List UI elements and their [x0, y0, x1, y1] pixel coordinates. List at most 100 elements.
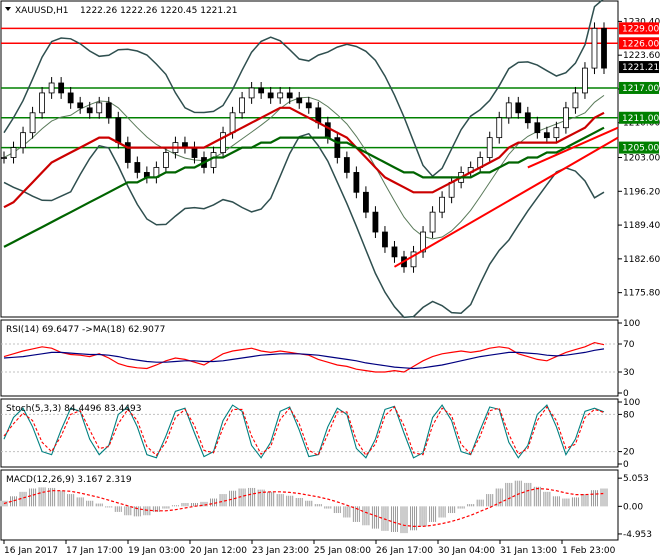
sub-tick-label: 0 — [623, 460, 629, 470]
level-tag-1226.00 — [619, 37, 659, 50]
x-tick-label: 26 Jan 17:00 — [376, 546, 433, 556]
sub-tick-label: -4.953 — [623, 530, 652, 540]
rsi-series-1 — [3, 348, 605, 370]
x-tick-label: 1 Feb 23:00 — [562, 546, 616, 556]
candle-body — [486, 137, 493, 158]
candle-body — [439, 196, 445, 213]
rsi-panel — [0, 319, 619, 397]
candle-body — [505, 102, 512, 119]
candle-body — [1, 157, 7, 159]
bollinger-mid — [3, 94, 605, 240]
candle-body — [267, 92, 274, 99]
candle-body — [229, 112, 236, 134]
candle-body — [77, 102, 84, 109]
candle-body — [572, 92, 579, 109]
rsi-title: RSI(14) 69.6477 ->MA(18) 62.9077 — [6, 325, 165, 335]
candle-body — [58, 82, 65, 94]
candle-body — [382, 231, 388, 248]
candle-body — [305, 102, 312, 109]
candle-body — [496, 117, 503, 139]
candle-body — [86, 107, 93, 114]
candle-body — [363, 191, 369, 213]
candle-body — [591, 27, 598, 69]
sub-tick-label: 5.053 — [623, 474, 649, 484]
sub-tick-label: 0 — [623, 389, 629, 399]
x-tick-label: 31 Jan 13:00 — [500, 546, 557, 556]
level-tag-label: 1211.00 — [622, 114, 659, 124]
level-tag-1217.00 — [619, 81, 659, 94]
candle-body — [277, 92, 284, 99]
candle-body — [115, 117, 122, 144]
price-tick-label: 1182.60 — [623, 255, 660, 265]
candle-body — [534, 122, 541, 134]
candle-body — [96, 102, 103, 114]
price-tick-label: 1196.20 — [623, 187, 660, 197]
candle-body — [334, 137, 341, 158]
level-tag-label: 1229.00 — [622, 24, 659, 34]
candle-body — [48, 82, 55, 94]
level-tag-label: 1217.00 — [622, 84, 659, 94]
x-tick-label: 30 Jan 04:00 — [438, 546, 495, 556]
candle-body — [601, 27, 607, 69]
candle-body — [429, 211, 436, 233]
macd-signal — [3, 487, 605, 527]
candle-body — [582, 67, 588, 94]
candle-body — [543, 132, 550, 139]
candle-body — [258, 87, 265, 94]
level-tag-label: 1226.00 — [622, 39, 659, 49]
candle-body — [134, 162, 141, 173]
candle-body — [324, 122, 331, 139]
x-tick-label: 16 Jan 2017 — [4, 546, 58, 556]
bollinger-lower — [3, 132, 605, 319]
macd-plot — [0, 480, 608, 534]
candle-body — [524, 112, 531, 124]
candle-body — [343, 157, 350, 173]
candle-body — [353, 172, 360, 193]
bollinger-upper — [3, 0, 604, 178]
sub-tick-label: 100 — [623, 398, 640, 408]
level-tag-label: 1205.00 — [622, 144, 659, 154]
candle-body — [563, 107, 569, 129]
candle-body — [553, 127, 560, 139]
sub-tick-label: 0.00 — [623, 502, 643, 512]
current-price-tag — [619, 61, 659, 74]
candle-body — [29, 112, 36, 134]
sub-tick-label: 20 — [623, 448, 635, 458]
dropdown-triangle-icon[interactable] — [5, 7, 11, 11]
candle-body — [105, 102, 112, 119]
candle-body — [210, 152, 217, 168]
candle-body — [448, 181, 455, 198]
moving-average-1 — [3, 126, 605, 248]
x-tick-label: 17 Jan 17:00 — [66, 546, 123, 556]
current-price-label: 1221.21 — [622, 63, 659, 73]
price-tick-label: 1203.00 — [623, 154, 660, 164]
sub-tick-label: 30 — [623, 368, 635, 378]
candle-body — [410, 251, 417, 268]
candle-body — [220, 132, 226, 153]
candle-body — [20, 132, 26, 148]
sub-tick-label: 70 — [623, 340, 635, 350]
candle-body — [315, 107, 322, 124]
candle-body — [239, 97, 245, 114]
candle-body — [286, 92, 293, 99]
x-tick-label: 23 Jan 23:00 — [252, 546, 309, 556]
ohlc-label: 1222.26 1222.26 1220.45 1221.21 — [80, 6, 237, 16]
candle-body — [163, 152, 169, 168]
sub-tick-label: 80 — [623, 410, 635, 420]
price-panel — [0, 0, 619, 318]
axes: 1230.401223.601216.801210.001203.001196.… — [3, 17, 660, 556]
candle-body — [191, 147, 198, 158]
x-tick-label: 20 Jan 12:00 — [190, 546, 247, 556]
symbol-label: XAUUSD,H1 — [15, 6, 69, 16]
stoch-series-0 — [3, 404, 605, 459]
moving-average-0 — [3, 106, 605, 209]
sub-tick-label: 100 — [623, 319, 640, 329]
candle-body — [372, 211, 379, 233]
candle-body — [39, 92, 45, 114]
stoch-panel — [0, 398, 619, 468]
candle-body — [10, 147, 17, 158]
price-tick-label: 1223.60 — [623, 51, 660, 61]
candle-body — [296, 97, 303, 104]
trendline-0 — [393, 136, 619, 268]
